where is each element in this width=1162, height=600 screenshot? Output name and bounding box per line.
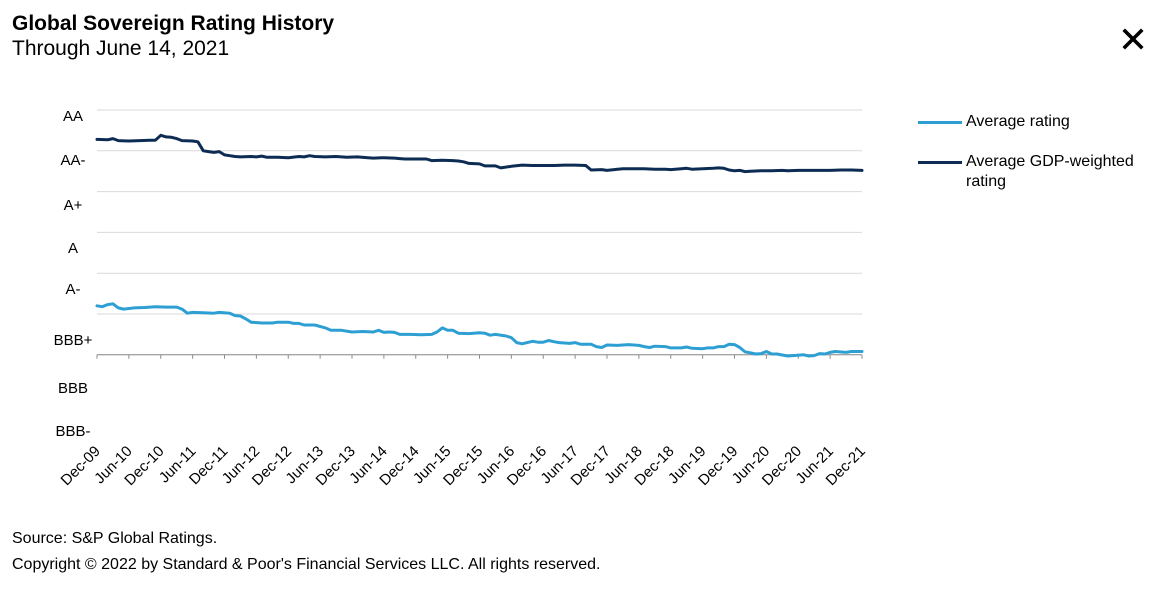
legend-label: Average GDP-weighted rating xyxy=(966,153,1134,190)
chart-subtitle: Through June 14, 2021 xyxy=(12,37,230,60)
y-tick-label: A- xyxy=(66,281,81,298)
legend-item-average-rating[interactable]: Average rating xyxy=(918,112,1162,132)
close-icon[interactable] xyxy=(1120,26,1146,52)
series-lines xyxy=(95,133,864,358)
y-tick-label: BBB xyxy=(58,380,88,397)
series-line-average-rating xyxy=(95,302,864,358)
legend-label: Average rating xyxy=(966,113,1070,130)
y-tick-label: BBB- xyxy=(55,423,90,440)
chart-title: Global Sovereign Rating History xyxy=(12,12,335,35)
gridlines xyxy=(97,109,862,356)
x-axis xyxy=(96,354,863,359)
x-axis-ticks: Dec-09Jun-10Dec-10Jun-11Dec-11Jun-12Dec-… xyxy=(58,443,869,489)
legend: Average rating Average GDP-weighted rati… xyxy=(918,112,1162,192)
y-tick-label: A xyxy=(68,240,78,257)
legend-swatch xyxy=(918,121,962,124)
copyright-note: Copyright © 2022 by Standard & Poor's Fi… xyxy=(12,556,601,573)
y-tick-label: AA xyxy=(63,108,83,125)
source-note: Source: S&P Global Ratings. xyxy=(12,530,218,547)
y-tick-label: AA- xyxy=(60,152,85,169)
legend-swatch xyxy=(918,161,962,164)
y-tick-label: BBB+ xyxy=(54,332,93,349)
series-line-gdp-weighted-rating xyxy=(95,133,864,174)
y-tick-label: A+ xyxy=(64,197,83,214)
legend-item-gdp-weighted-rating[interactable]: Average GDP-weighted rating xyxy=(918,152,1162,192)
